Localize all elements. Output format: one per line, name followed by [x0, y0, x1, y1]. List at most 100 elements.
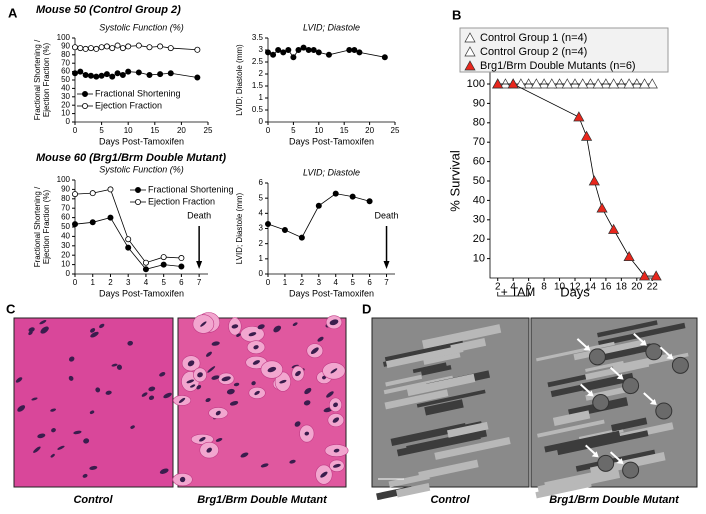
nucleus: [130, 425, 135, 429]
sarcomere-band: [384, 389, 449, 410]
point: [72, 44, 79, 51]
sarcomere-band: [395, 483, 431, 498]
legend-marker: [134, 198, 141, 205]
sarcomere-band: [383, 375, 454, 395]
y-tick-label: 10: [61, 260, 70, 269]
sarcomere-band: [575, 449, 656, 472]
x-axis-label: Days: [560, 284, 590, 299]
chart-title: LVID; Diastole: [303, 22, 360, 32]
nucleus: [40, 326, 49, 334]
x-axis-label: Days Post-Tamoxifen: [99, 136, 184, 146]
legend-label: Control Group 2 (n=4): [480, 46, 587, 58]
y-tick-label: 100: [57, 33, 71, 42]
nucleus: [303, 400, 311, 406]
triangle-marker: [588, 175, 600, 186]
y-axis-label: Fractional Shortening /: [33, 186, 42, 267]
nucleus: [148, 395, 155, 401]
nucleus: [236, 333, 241, 337]
point: [325, 51, 332, 58]
nucleus: [116, 364, 122, 370]
y-tick-label: 90: [61, 42, 70, 51]
nucleus: [95, 387, 101, 393]
x-tick-label: 6: [179, 278, 184, 287]
x-tick-label: 1: [283, 278, 288, 287]
legend-label: Ejection Fraction: [148, 196, 215, 206]
y-tick-label: 70: [61, 203, 70, 212]
y-tick-label: 10: [61, 109, 70, 118]
legend-label: Fractional Shortening: [95, 88, 181, 98]
y-tick-label: 60: [473, 156, 485, 168]
vacuole: [655, 402, 673, 420]
y-tick-label: 60: [61, 213, 70, 222]
legend-marker: [464, 46, 476, 57]
triangle-marker: [646, 78, 658, 89]
nucleus: [254, 390, 260, 396]
nucleus: [82, 473, 88, 478]
y-tick-label: 3.5: [252, 33, 264, 42]
nucleus: [89, 465, 98, 470]
nucleus: [89, 410, 95, 415]
triangle-marker: [546, 78, 558, 89]
sarcomere-band: [602, 343, 652, 361]
y-axis-label: Fractional Shortening /: [33, 39, 42, 120]
nucleus: [57, 445, 65, 450]
y-tick-label: 80: [61, 194, 70, 203]
sarcomere-band: [421, 365, 452, 376]
arrow-head: [586, 390, 594, 397]
y-tick-label: 0: [66, 117, 71, 126]
series-line: [74, 217, 182, 270]
nucleus: [260, 463, 269, 468]
legend-marker: [82, 103, 89, 110]
nucleus: [68, 356, 75, 362]
sarcomere-band: [388, 473, 430, 488]
y-tick-label: 1: [259, 254, 264, 263]
y-tick-label: 1.5: [252, 81, 264, 90]
nucleus: [206, 447, 212, 453]
point: [160, 254, 167, 261]
nucleus: [310, 347, 319, 355]
nucleus: [31, 397, 38, 401]
y-tick-label: 2: [259, 69, 264, 78]
nucleus: [240, 452, 249, 458]
point: [82, 71, 89, 78]
point: [305, 47, 312, 54]
nucleus: [111, 363, 118, 367]
nucleus: [148, 386, 156, 392]
sarcomere-band: [424, 399, 464, 416]
y-tick-label: 70: [61, 58, 70, 67]
point: [125, 236, 132, 243]
point: [109, 73, 116, 80]
nucleus: [51, 428, 56, 433]
nucleus: [292, 322, 298, 326]
nucleus: [178, 397, 186, 404]
nucleus: [215, 438, 223, 442]
point: [119, 71, 126, 78]
nucleus: [50, 453, 55, 458]
triangle-marker: [580, 130, 593, 141]
y-tick-label: 50: [61, 75, 70, 84]
nucleus: [68, 375, 74, 381]
legend-label: Brg1/Brm Double Mutants (n=6): [480, 60, 636, 72]
nucleus: [320, 471, 328, 478]
vacuole: [588, 348, 606, 366]
point: [72, 191, 79, 198]
triangle-marker: [530, 78, 542, 89]
point: [298, 234, 305, 241]
triangle-marker: [561, 78, 573, 89]
nucleus: [215, 410, 221, 416]
point: [280, 49, 287, 56]
point: [270, 51, 277, 58]
y-tick-label: 0: [66, 269, 71, 278]
arrow-head: [616, 458, 624, 465]
point: [103, 71, 110, 78]
x-tick-label: 6: [367, 278, 372, 287]
point: [178, 263, 185, 270]
sarcomere-band: [450, 337, 487, 353]
nucleus: [90, 331, 99, 338]
x-tick-label: 16: [600, 282, 612, 293]
nucleus: [279, 379, 287, 384]
nucleus: [329, 319, 339, 326]
point: [82, 45, 89, 52]
triangle-marker: [608, 223, 620, 234]
nucleus: [163, 392, 172, 399]
